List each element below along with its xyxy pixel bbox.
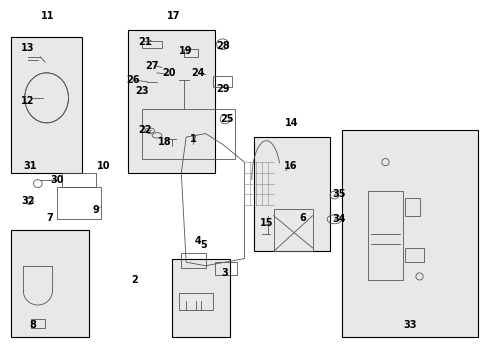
- Text: 9: 9: [93, 205, 100, 215]
- Text: 33: 33: [402, 320, 416, 330]
- Text: 19: 19: [179, 46, 192, 57]
- Bar: [215, 262, 237, 275]
- Text: 21: 21: [138, 37, 151, 48]
- Text: 26: 26: [126, 75, 139, 85]
- Bar: [181, 253, 205, 267]
- Text: 29: 29: [215, 84, 229, 94]
- Text: 35: 35: [332, 189, 346, 199]
- Text: 15: 15: [259, 218, 273, 228]
- Text: 24: 24: [191, 68, 204, 78]
- Text: 3: 3: [221, 268, 228, 278]
- Text: 1: 1: [190, 134, 196, 144]
- Text: 4: 4: [195, 236, 201, 246]
- Text: 25: 25: [220, 114, 234, 124]
- Text: 13: 13: [21, 43, 35, 53]
- Text: 17: 17: [167, 11, 181, 21]
- Bar: [212, 76, 232, 87]
- Text: 8: 8: [29, 320, 37, 330]
- Bar: [142, 41, 162, 48]
- Text: 5: 5: [200, 240, 206, 249]
- Text: 14: 14: [285, 118, 298, 128]
- FancyBboxPatch shape: [171, 258, 229, 337]
- Text: 11: 11: [41, 11, 54, 21]
- Text: 2: 2: [131, 275, 138, 285]
- Text: 27: 27: [145, 61, 159, 71]
- Text: 32: 32: [21, 197, 35, 206]
- Text: 30: 30: [50, 175, 64, 185]
- Text: 20: 20: [162, 68, 176, 78]
- Text: 34: 34: [332, 214, 346, 224]
- FancyBboxPatch shape: [127, 30, 215, 173]
- FancyBboxPatch shape: [11, 37, 81, 173]
- Text: 23: 23: [135, 86, 149, 96]
- Bar: [62, 173, 96, 187]
- Text: 18: 18: [157, 138, 171, 148]
- Text: 28: 28: [215, 41, 229, 51]
- Text: 16: 16: [284, 161, 297, 171]
- Text: 6: 6: [299, 212, 305, 222]
- Text: 7: 7: [46, 213, 53, 223]
- Text: 31: 31: [24, 161, 37, 171]
- FancyBboxPatch shape: [341, 130, 477, 337]
- Text: 10: 10: [97, 161, 110, 171]
- Bar: [183, 49, 198, 57]
- Bar: [404, 248, 424, 262]
- Bar: [404, 198, 419, 216]
- Bar: [179, 293, 212, 310]
- Bar: [30, 319, 45, 328]
- FancyBboxPatch shape: [254, 137, 329, 251]
- Text: 22: 22: [138, 125, 151, 135]
- Bar: [273, 208, 312, 251]
- FancyBboxPatch shape: [11, 230, 89, 337]
- Text: 12: 12: [21, 96, 35, 107]
